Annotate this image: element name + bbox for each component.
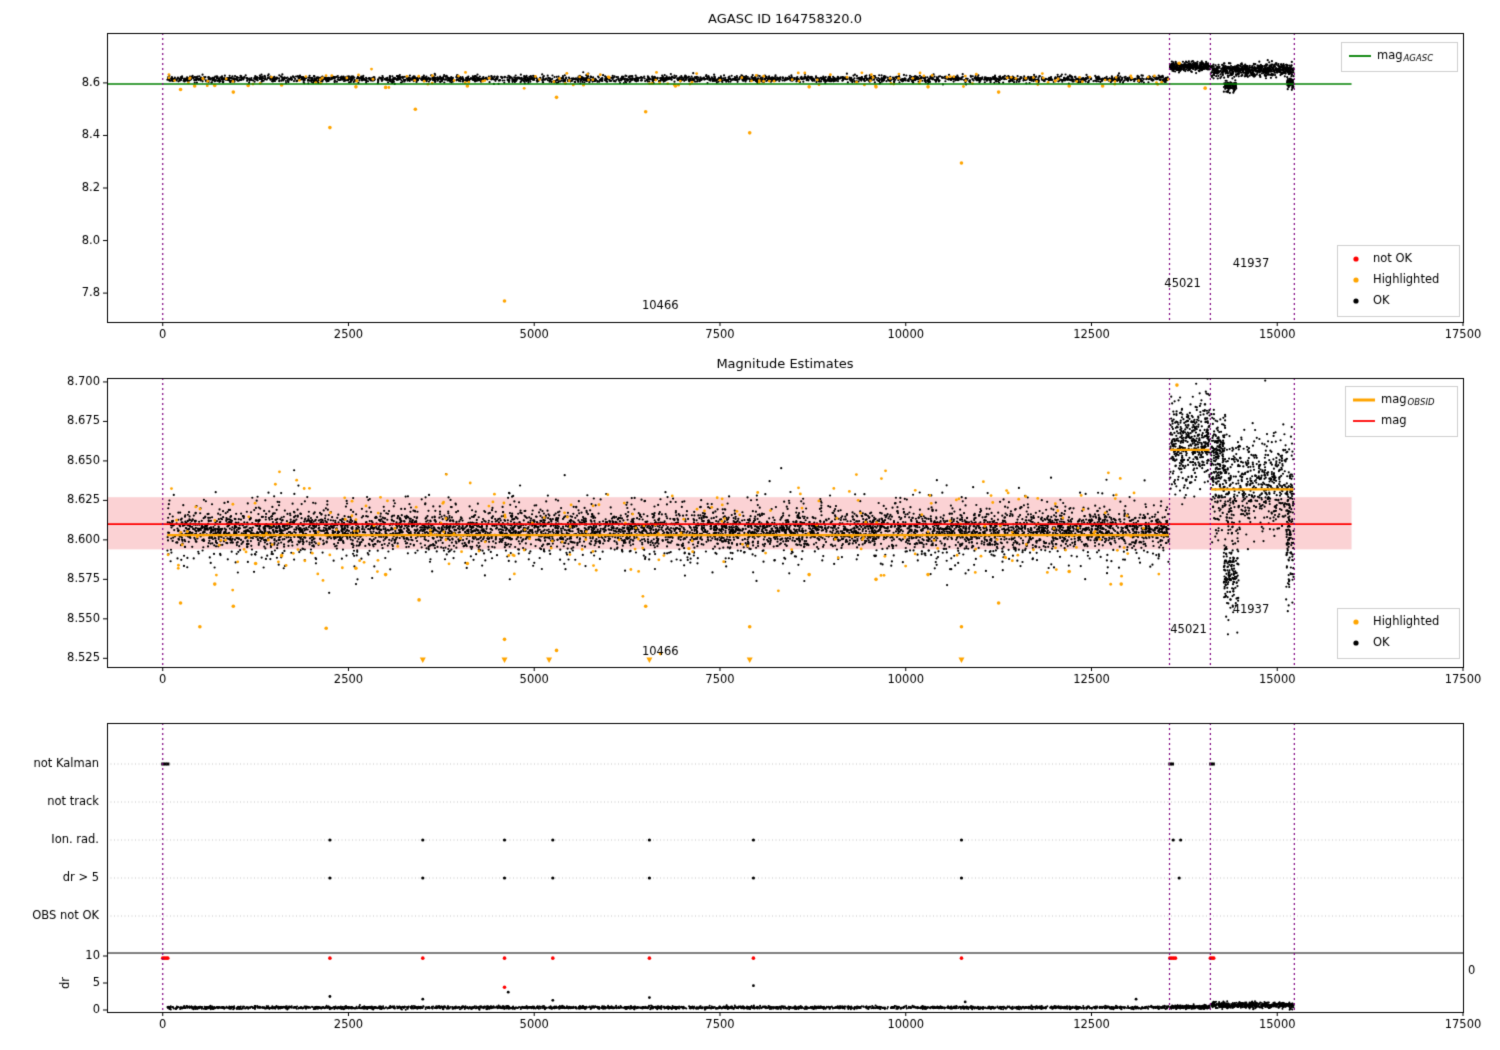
agasc-magnitude-figure bbox=[0, 0, 1500, 1050]
figure-canvas bbox=[0, 0, 1500, 1050]
